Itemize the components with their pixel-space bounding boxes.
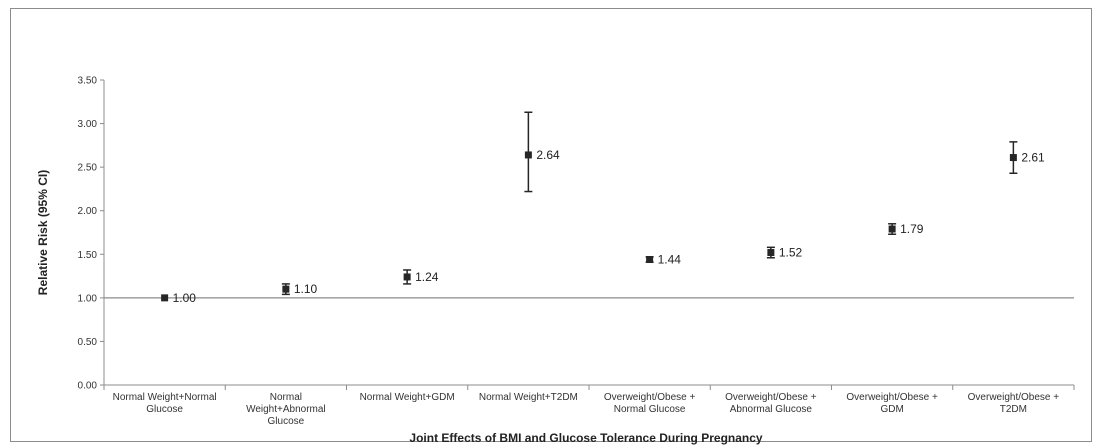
data-point — [767, 249, 775, 257]
x-category-label: Overweight/Obese + T2DM — [968, 392, 1060, 415]
y-tick-label: 1.00 — [78, 293, 98, 304]
data-label: 1.00 — [173, 291, 197, 305]
data-label: 2.61 — [1021, 151, 1045, 165]
data-point — [403, 273, 411, 281]
data-point — [161, 294, 169, 302]
x-category-label: Normal Weight+T2DM — [479, 392, 578, 403]
data-label: 1.44 — [658, 253, 682, 267]
data-label: 2.64 — [536, 148, 560, 162]
chart-frame — [10, 8, 1092, 442]
data-label: 1.10 — [294, 282, 318, 296]
x-category-label: Normal Weight+Abnormal Glucose — [246, 392, 326, 427]
y-tick-label: 1.50 — [78, 250, 98, 261]
x-category-label: Overweight/Obese + Abnormal Glucose — [725, 392, 817, 415]
x-category-label: Normal Weight+GDM — [360, 392, 455, 403]
y-tick-label: 3.00 — [78, 119, 98, 130]
y-tick-label: 0.50 — [78, 337, 98, 348]
x-category-label: Overweight/Obese + Normal Glucose — [604, 392, 696, 415]
data-label: 1.24 — [415, 270, 439, 284]
data-point — [888, 225, 896, 233]
x-category-label: Normal Weight+Normal Glucose — [113, 392, 217, 415]
data-point — [282, 285, 290, 293]
data-point — [646, 256, 654, 264]
y-tick-label: 2.00 — [78, 206, 98, 217]
y-tick-label: 0.00 — [78, 381, 98, 392]
y-axis-title: Relative Risk (95% CI) — [36, 170, 50, 295]
y-tick-label: 2.50 — [78, 163, 98, 174]
data-label: 1.52 — [779, 246, 803, 260]
data-point — [524, 151, 532, 159]
x-category-label: Overweight/Obese + GDM — [846, 392, 938, 415]
x-axis-title: Joint Effects of BMI and Glucose Toleran… — [409, 431, 763, 445]
data-point — [1009, 154, 1017, 162]
y-tick-label: 3.50 — [78, 76, 98, 87]
data-label: 1.79 — [900, 222, 924, 236]
